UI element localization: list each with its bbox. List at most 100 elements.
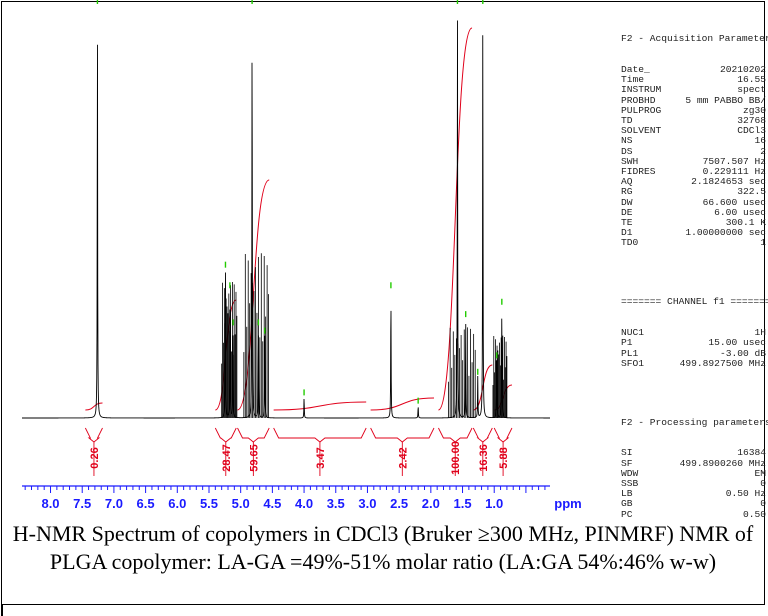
processing-row: SI 16384 — [621, 448, 766, 458]
integral-value: 2.42 — [397, 447, 409, 468]
channel-row: PL1 -3.00 dB — [621, 348, 766, 359]
param-key: SSB — [621, 477, 639, 489]
integral-value: 16.36 — [478, 444, 490, 472]
integral-value: 100.00 — [450, 441, 462, 475]
param-key: DE — [621, 206, 633, 218]
param-key: DS — [621, 145, 633, 157]
param-key: Time — [621, 74, 645, 86]
param-value: 2 — [760, 145, 766, 157]
integral-bracket — [214, 427, 237, 443]
param-value: 15.00 usec — [708, 337, 766, 349]
ppm-axis: 8.0 7.5 7.0 6.5 6.0 5.5 5.0 4.5 4.0 3.5 3.0 2.5 2.0 1… — [22, 485, 582, 511]
param-key: RG — [621, 186, 633, 198]
param-value: 499.8927500 MHz — [679, 357, 766, 369]
integral-bracket — [273, 427, 367, 443]
integral-curve — [370, 397, 435, 411]
acquisition-row: DE 6.00 usec — [621, 206, 766, 218]
integral-value: 28.47 — [221, 444, 233, 472]
param-key: NS — [621, 135, 633, 147]
tick-label: 6.5 — [137, 496, 155, 511]
tick-label: 4.5 — [263, 496, 281, 511]
param-value: 66.600 usec — [702, 196, 766, 208]
figure-caption: H-NMR Spectrum of copolymers in CDCl3 (B… — [12, 521, 754, 574]
param-value: 0.50 Hz — [725, 488, 766, 500]
param-key: FIDRES — [621, 166, 656, 178]
param-value: 20210202 — [719, 64, 766, 76]
param-key: Date_ — [621, 64, 650, 76]
param-value: 1.00000000 sec — [685, 227, 766, 239]
param-value: 0 — [760, 477, 766, 489]
channel-row: NUC1 1H — [621, 327, 766, 339]
acquisition-parameters-panel: F2 - Acquisition Parameters Date_ 2021020… — [621, 14, 768, 530]
spectrum-line — [22, 20, 550, 419]
param-key: D1 — [621, 227, 633, 239]
param-value: 5 mm PABBO BB/ — [685, 94, 766, 106]
integral-brackets: 0.26 28.47 59.65 3.47 2.42 100.00 16.36 5.88 — [84, 427, 513, 476]
acquisition-header: F2 - Acquisition Parameters — [621, 33, 768, 45]
acquisition-row: DW 66.600 usec — [621, 196, 766, 208]
processing-header: F2 - Processing parameters — [621, 416, 768, 428]
integral-curve — [473, 364, 493, 411]
param-value: zg30 — [742, 104, 766, 116]
acquisition-row: TD0 1 — [621, 238, 766, 248]
tick-label: 7.5 — [73, 496, 91, 511]
param-key: NUC1 — [621, 327, 645, 339]
acquisition-row: FIDRES 0.229111 Hz — [621, 166, 766, 178]
tick-label: 3.0 — [358, 496, 376, 511]
acquisition-list: Date_ 20210202 Time 16.55 INSTRUM spect PROBHD… — [621, 64, 766, 249]
peak-markers — [96, 0, 503, 404]
tick-label: 2.5 — [390, 496, 408, 511]
param-key: TD0 — [621, 237, 639, 249]
param-key: GB — [621, 498, 633, 510]
tick-label: 1.0 — [485, 496, 503, 511]
integral-value: 3.47 — [315, 447, 327, 468]
integral-bracket — [370, 427, 435, 443]
param-value: 6.00 usec — [714, 206, 766, 218]
param-value: 16384 — [737, 447, 766, 459]
processing-row: LB 0.50 Hz — [621, 488, 766, 500]
figure-frame — [1, 1, 765, 605]
param-key: WDW — [621, 467, 639, 479]
integral-bracket — [493, 427, 513, 443]
acquisition-row: Date_ 20210202 — [621, 64, 766, 76]
integral-bracket — [438, 427, 473, 443]
param-value: 2.1824653 sec — [691, 176, 766, 188]
acquisition-row: NS 16 — [621, 136, 766, 146]
tick-label: 7.0 — [105, 496, 123, 511]
acquisition-row: PULPROG zg30 — [621, 104, 766, 116]
processing-row: PC 0.50 — [621, 508, 766, 520]
integral-curve — [437, 27, 473, 411]
acquisition-row: D1 1.00000000 sec — [621, 228, 766, 238]
processing-row: GB 0 — [621, 499, 766, 509]
integral-curves — [85, 27, 513, 411]
param-value: CDCl3 — [737, 125, 766, 137]
param-key: PROBHD — [621, 94, 656, 106]
param-key: SI — [621, 447, 633, 459]
param-value: 1H — [754, 327, 766, 339]
acquisition-row: SWH 7507.507 Hz — [621, 155, 766, 167]
integral-curve — [237, 179, 270, 411]
param-key: INSTRUM — [621, 84, 662, 96]
integral-curve — [85, 402, 103, 411]
acquisition-row: DS 2 — [621, 145, 766, 157]
param-key: P1 — [621, 337, 633, 349]
spectrum-trace — [22, 20, 550, 419]
param-value: 0.229111 Hz — [702, 166, 766, 178]
tick-label: 6.0 — [168, 496, 186, 511]
integral-value: 5.88 — [498, 447, 510, 468]
channel-header: ======= CHANNEL f1 ======= — [621, 296, 768, 308]
param-key: PC — [621, 508, 633, 520]
acquisition-row: INSTRUM spect — [621, 85, 766, 95]
param-value: 0.50 — [742, 508, 766, 520]
channel-row: P1 15.00 usec — [621, 338, 766, 348]
acquisition-row: SOLVENT CDCl3 — [621, 126, 766, 136]
param-key: SFO1 — [621, 357, 645, 369]
param-key: SWH — [621, 155, 639, 167]
param-key: SOLVENT — [621, 125, 662, 137]
param-value: 16 — [754, 135, 766, 147]
param-value: 499.8900260 MHz — [679, 457, 766, 469]
param-value: EM — [754, 467, 766, 479]
tick-label: 3.5 — [327, 496, 345, 511]
processing-row: SF 499.8900260 MHz — [621, 457, 766, 469]
processing-row: SSB 0 — [621, 477, 766, 489]
